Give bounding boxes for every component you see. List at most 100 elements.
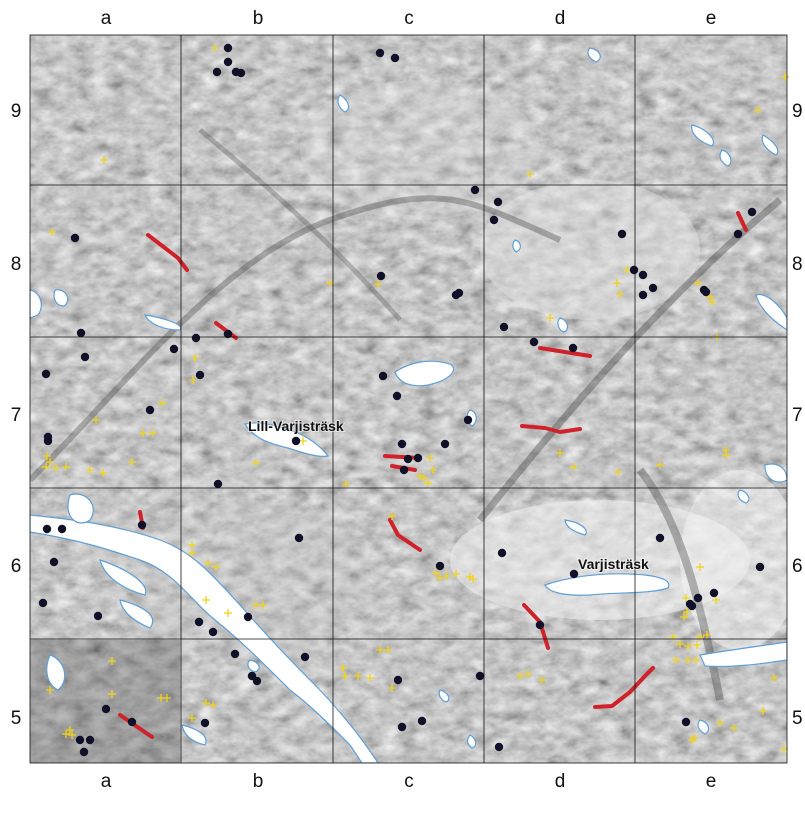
- yellow-cross: [100, 156, 108, 164]
- yellow-cross: [692, 656, 700, 664]
- black-dot: [80, 352, 90, 362]
- black-dot: [648, 283, 658, 293]
- yellow-cross: [52, 464, 60, 472]
- black-dot: [440, 439, 450, 449]
- col-label: c: [404, 771, 414, 792]
- red-lines-layer: [118, 211, 748, 739]
- black-dot: [300, 652, 310, 662]
- yellow-cross: [546, 314, 554, 322]
- yellow-cross: [424, 479, 432, 487]
- black-dot: [629, 265, 639, 275]
- column-labels-top: a b c d e: [101, 8, 717, 29]
- black-dot: [212, 67, 222, 77]
- red-line: [388, 518, 422, 552]
- yellow-cross: [469, 575, 477, 583]
- yellow-cross: [432, 569, 440, 577]
- red-line: [146, 233, 189, 272]
- col-label: d: [555, 771, 566, 792]
- black-dot: [397, 722, 407, 732]
- yellow-cross: [86, 466, 94, 474]
- black-dot: [191, 333, 201, 343]
- black-dot: [392, 391, 402, 401]
- black-dot: [493, 197, 503, 207]
- yellow-cross: [299, 437, 307, 445]
- black-dot: [243, 612, 253, 622]
- black-dot: [393, 675, 403, 685]
- black-dot: [127, 717, 137, 727]
- red-line: [520, 424, 582, 434]
- yellow-cross: [524, 670, 532, 678]
- black-dot: [747, 207, 757, 217]
- black-dot: [49, 557, 59, 567]
- yellow-cross: [62, 730, 70, 738]
- relief-layer: [30, 35, 787, 763]
- yellow-cross: [108, 657, 116, 665]
- yellow-cross: [252, 601, 260, 609]
- black-dot: [638, 270, 648, 280]
- yellow-cross: [680, 613, 688, 621]
- yellow-cross: [682, 594, 690, 602]
- black-dot: [101, 704, 111, 714]
- black-dot: [41, 369, 51, 379]
- black-dot: [475, 671, 485, 681]
- black-dot: [489, 215, 499, 225]
- yellow-cross: [188, 714, 196, 722]
- yellow-cross: [616, 290, 624, 298]
- black-dot: [57, 524, 67, 534]
- yellow-cross: [209, 701, 217, 709]
- dots-layer: [38, 43, 765, 757]
- black-dot: [709, 588, 719, 598]
- black-dot: [535, 620, 545, 630]
- yellow-cross: [452, 570, 460, 578]
- black-dot: [236, 68, 246, 78]
- row-label: 7: [792, 405, 803, 426]
- row-label: 5: [11, 708, 22, 729]
- yellow-cross: [696, 633, 704, 641]
- yellow-cross: [693, 641, 701, 649]
- red-line: [538, 346, 592, 358]
- black-dot: [194, 617, 204, 627]
- yellow-cross: [374, 280, 382, 288]
- yellow-cross: [46, 686, 54, 694]
- yellow-cross: [416, 472, 424, 480]
- black-dot: [145, 405, 155, 415]
- black-dot: [213, 479, 223, 489]
- yellow-cross: [366, 674, 374, 682]
- col-label: e: [706, 8, 717, 29]
- place-label-lill-varjistrask: Lill-Varjisträsk: [248, 418, 344, 434]
- black-dot: [223, 329, 233, 339]
- yellow-cross: [716, 719, 724, 727]
- yellow-cross: [516, 672, 524, 680]
- yellow-cross: [128, 458, 136, 466]
- yellow-cross: [443, 572, 451, 580]
- col-label: e: [706, 771, 717, 792]
- black-dot: [681, 717, 691, 727]
- yellow-cross: [259, 601, 267, 609]
- red-line: [118, 713, 154, 739]
- black-dot: [687, 601, 697, 611]
- yellow-cross: [211, 44, 219, 52]
- black-dot: [195, 370, 205, 380]
- black-dot: [569, 569, 579, 579]
- black-dot: [617, 229, 627, 239]
- row-label: 8: [11, 254, 22, 275]
- row-label: 6: [792, 556, 803, 577]
- row-label: 8: [792, 254, 803, 275]
- yellow-cross: [202, 699, 210, 707]
- yellow-cross: [139, 429, 147, 437]
- yellow-cross: [420, 474, 428, 482]
- yellow-cross: [46, 458, 54, 466]
- yellow-cross: [759, 707, 767, 715]
- black-dot: [375, 48, 385, 58]
- row-label: 7: [11, 405, 22, 426]
- yellow-cross: [189, 376, 197, 384]
- row-label: 9: [11, 101, 22, 122]
- black-dot: [655, 533, 665, 543]
- yellow-cross: [712, 596, 720, 604]
- yellow-cross: [781, 73, 789, 81]
- grid: [29, 34, 788, 764]
- yellow-cross: [754, 106, 762, 114]
- yellow-cross: [376, 646, 384, 654]
- yellow-cross: [108, 690, 116, 698]
